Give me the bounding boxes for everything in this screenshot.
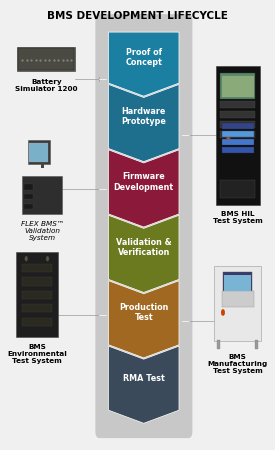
Text: Validation &
Verification: Validation & Verification xyxy=(116,238,172,257)
FancyBboxPatch shape xyxy=(22,278,51,286)
Circle shape xyxy=(25,256,28,261)
Polygon shape xyxy=(109,346,179,423)
Polygon shape xyxy=(109,215,179,292)
Text: BMS
Environmental
Test System: BMS Environmental Test System xyxy=(7,344,67,364)
FancyBboxPatch shape xyxy=(220,101,255,108)
FancyBboxPatch shape xyxy=(41,163,43,167)
Polygon shape xyxy=(109,281,179,358)
FancyBboxPatch shape xyxy=(18,49,74,70)
FancyBboxPatch shape xyxy=(223,272,252,292)
FancyBboxPatch shape xyxy=(222,131,254,137)
Text: Firmware
Development: Firmware Development xyxy=(114,172,174,192)
Circle shape xyxy=(226,136,230,144)
FancyBboxPatch shape xyxy=(255,340,258,350)
Polygon shape xyxy=(109,85,179,162)
FancyBboxPatch shape xyxy=(24,204,34,209)
FancyBboxPatch shape xyxy=(224,274,251,291)
FancyBboxPatch shape xyxy=(22,176,62,214)
Circle shape xyxy=(221,309,225,315)
Text: FLEX BMS™
Validation
System: FLEX BMS™ Validation System xyxy=(21,221,64,241)
Circle shape xyxy=(46,256,49,261)
FancyBboxPatch shape xyxy=(222,76,254,97)
Text: Hardware
Prototype: Hardware Prototype xyxy=(121,107,166,126)
Text: BMS
Manufacturing
Test System: BMS Manufacturing Test System xyxy=(207,354,268,374)
FancyBboxPatch shape xyxy=(220,121,255,128)
FancyBboxPatch shape xyxy=(24,184,34,189)
FancyBboxPatch shape xyxy=(220,73,255,99)
FancyBboxPatch shape xyxy=(214,266,261,341)
Polygon shape xyxy=(109,32,179,96)
FancyBboxPatch shape xyxy=(24,194,34,199)
Text: Proof of
Concept: Proof of Concept xyxy=(125,48,162,68)
FancyBboxPatch shape xyxy=(22,291,51,299)
FancyBboxPatch shape xyxy=(29,144,48,162)
FancyBboxPatch shape xyxy=(95,14,192,438)
Text: RMA Test: RMA Test xyxy=(123,374,165,382)
FancyBboxPatch shape xyxy=(16,252,58,337)
FancyBboxPatch shape xyxy=(222,147,254,153)
FancyBboxPatch shape xyxy=(28,140,50,164)
FancyBboxPatch shape xyxy=(222,123,254,129)
FancyBboxPatch shape xyxy=(222,292,254,307)
Text: BMS DEVELOPMENT LIFECYCLE: BMS DEVELOPMENT LIFECYCLE xyxy=(48,10,228,21)
FancyBboxPatch shape xyxy=(220,180,255,198)
FancyBboxPatch shape xyxy=(217,340,220,350)
Polygon shape xyxy=(109,150,179,227)
Text: Battery
Simulator 1200: Battery Simulator 1200 xyxy=(15,79,78,91)
FancyBboxPatch shape xyxy=(22,264,51,272)
FancyBboxPatch shape xyxy=(220,131,255,138)
Text: Production
Test: Production Test xyxy=(119,303,169,323)
FancyBboxPatch shape xyxy=(22,304,51,312)
Text: BMS HIL
Test System: BMS HIL Test System xyxy=(213,211,262,224)
FancyBboxPatch shape xyxy=(220,111,255,118)
FancyBboxPatch shape xyxy=(216,66,260,205)
FancyBboxPatch shape xyxy=(22,318,51,326)
FancyBboxPatch shape xyxy=(17,47,75,72)
FancyBboxPatch shape xyxy=(222,139,254,145)
